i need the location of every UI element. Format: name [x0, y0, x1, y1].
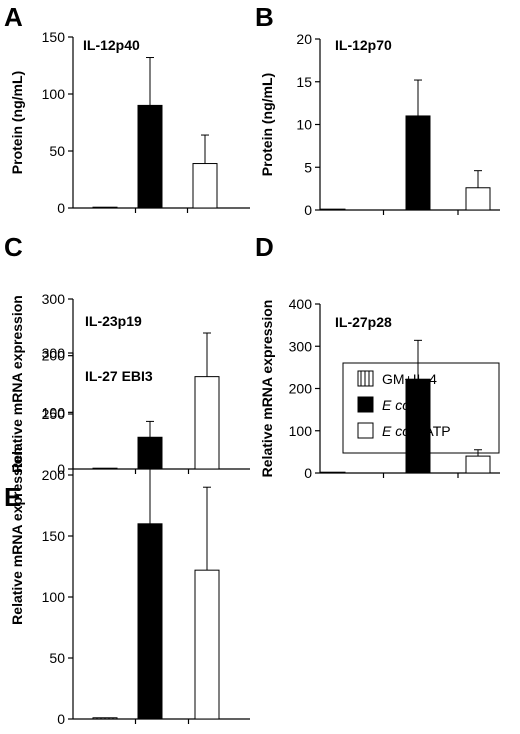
y-tick-label-b-20: 20 [296, 31, 312, 47]
legend-swatch-ecoli [357, 396, 374, 413]
y-tick-label-d-400: 400 [289, 296, 313, 312]
panel-title-e: IL-27 EBI3 [85, 368, 153, 384]
y-tick-label-e-200: 200 [42, 467, 66, 483]
y-axis-label-e: Relative mRNA expression [9, 447, 25, 625]
y-axis-label-d: Relative mRNA expression [259, 300, 275, 478]
panel-d: D IL-27p28 Relative mRNA expression 0 100 200… [255, 232, 500, 481]
y-tick-label-c-0: 0 [57, 461, 65, 477]
panel-letter-e: E [4, 482, 21, 512]
panel-a: A IL-12p40 Protein (ng/mL) 0 50 100 150 [4, 2, 250, 216]
legend-box [342, 362, 500, 454]
y-axis-label-b: Protein (ng/mL) [259, 73, 275, 176]
bar-e-gm-il-4 [92, 717, 118, 720]
bar-a-e-coli [137, 104, 163, 209]
bar-d-e-coli [405, 378, 431, 474]
y-tick-label-a-0: 0 [57, 200, 65, 216]
y-tick-label-d-0: 0 [304, 465, 312, 481]
y-tick-label-e-150: 150 [42, 528, 66, 544]
y-tick-label-c-200: 200 [42, 348, 66, 364]
panel-title-a: IL-12p40 [83, 37, 140, 53]
legend-swatch-ecoli-atp [357, 422, 374, 439]
y-tick-label-e-0: 0 [57, 711, 65, 727]
bar-c-e-coli-atp [194, 376, 220, 470]
bar-b-e-coli-atp [465, 187, 491, 211]
y-tick-label-b-5: 5 [304, 159, 312, 175]
panel-e: E IL-27 EBI3 Relative mRNA expression 0 50 10… [4, 345, 250, 727]
bar-a-gm-il-4 [92, 206, 118, 209]
y-tick-label-c-100: 100 [42, 404, 66, 420]
y-tick-label-e-300: 300 [42, 345, 66, 361]
bar-d-gm-il-4 [320, 471, 346, 474]
y-tick-label-b-0: 0 [304, 202, 312, 218]
y-tick-label-b-15: 15 [296, 74, 312, 90]
bar-b-e-coli [405, 115, 431, 211]
panel-letter-d: D [255, 232, 274, 262]
y-tick-label-d-100: 100 [289, 423, 313, 439]
y-axis-label-a: Protein (ng/mL) [9, 71, 25, 174]
y-tick-label-a-100: 100 [42, 86, 66, 102]
panel-title-d: IL-27p28 [335, 314, 392, 330]
y-tick-label-d-200: 200 [289, 381, 313, 397]
bar-c-gm-il-4 [92, 467, 118, 470]
y-tick-label-e-100: 100 [42, 589, 66, 605]
legend-label-gm-il4: GM+IL-4 [382, 371, 437, 387]
bar-e-e-coli-atp [194, 569, 220, 720]
y-axis-label-c: Relative mRNA expression [9, 295, 25, 473]
y-tick-label-e-50: 50 [49, 650, 65, 666]
bar-a-e-coli-atp [192, 163, 218, 209]
y-tick-label-c-300: 300 [42, 291, 66, 307]
y-tick-label-b-10: 10 [296, 117, 312, 133]
bar-b-gm-il-4 [320, 208, 346, 211]
legend-swatch-gm-il4 [357, 370, 374, 387]
legend: GM+IL-4 E coli E coli+ATP [342, 362, 500, 454]
bar-e-e-coli [137, 523, 163, 720]
panel-letter-a: A [4, 2, 23, 32]
panel-title-b: IL-12p70 [335, 37, 392, 53]
panel-b: B IL-12p70 Protein (ng/mL) 0 5 10 15 20 [255, 2, 500, 218]
y-tick-label-d-300: 300 [289, 338, 313, 354]
y-tick-label-e-250: 250 [42, 406, 66, 422]
panel-title-c: IL-23p19 [85, 313, 142, 329]
y-tick-label-a-50: 50 [49, 143, 65, 159]
y-tick-label-a-150: 150 [42, 29, 66, 45]
panel-letter-c: C [4, 232, 23, 262]
legend-label-ecoli-atp: E coli+ATP [382, 423, 451, 439]
legend-label-ecoli: E coli [382, 397, 417, 413]
panel-letter-b: B [255, 2, 274, 32]
bar-d-e-coli-atp [465, 455, 491, 474]
